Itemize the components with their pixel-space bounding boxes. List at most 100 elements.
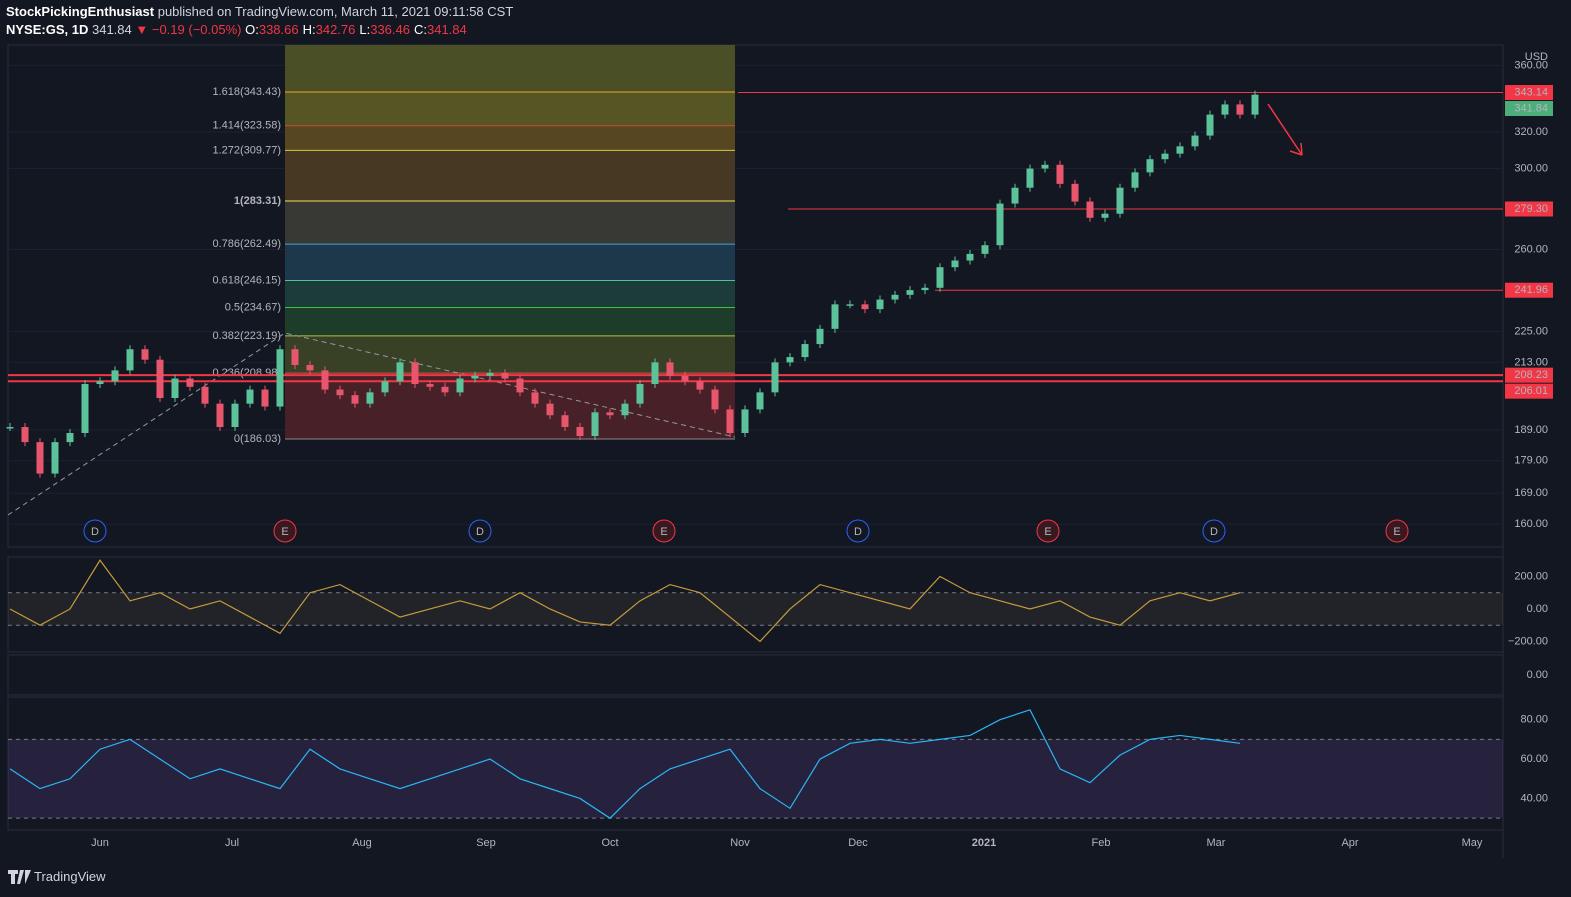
candle (816, 328, 824, 345)
event-label: D (1210, 526, 1218, 538)
candle (291, 349, 299, 366)
price-badge-label: 208.23 (1514, 369, 1548, 381)
price-badge-label: 341.84 (1514, 102, 1548, 114)
candle (771, 362, 779, 393)
event-label: E (1044, 526, 1051, 538)
event-marker[interactable] (1385, 519, 1409, 543)
event-marker[interactable] (652, 519, 676, 543)
candle (651, 362, 659, 385)
y-tick-label: 0.00 (1527, 669, 1548, 681)
candle (111, 370, 119, 382)
event-label: D (854, 526, 862, 538)
y-tick-label: 300.00 (1514, 162, 1548, 174)
pane (7, 654, 1504, 696)
osc-line (9, 709, 1241, 819)
candle (1011, 187, 1019, 204)
fib-zone (285, 150, 735, 201)
y-tick-label: 360.00 (1514, 59, 1548, 71)
candle (1146, 159, 1154, 173)
candle (606, 412, 614, 416)
fib-label: 1.618(343.43) (213, 86, 282, 98)
fib-zone (285, 92, 735, 126)
candle (1191, 135, 1199, 147)
candle (1251, 94, 1259, 115)
candle (516, 378, 524, 393)
event-marker[interactable] (468, 519, 492, 543)
ohlc: O:338.66 H:342.76 L:336.46 C:341.84 (245, 22, 471, 37)
brand[interactable]: TradingView (34, 869, 106, 884)
fib-zone (285, 373, 735, 439)
author[interactable]: StockPickingEnthusiast (6, 4, 155, 19)
event-label: E (281, 526, 288, 538)
event-label: D (476, 526, 484, 538)
candle (846, 304, 854, 306)
ohlc-key: C: (413, 22, 427, 37)
x-tick-label: Feb (1092, 837, 1111, 849)
osc-band (8, 592, 1503, 626)
y-tick-label: 169.00 (1514, 487, 1548, 499)
fib-label: 0.382(223.19) (213, 330, 282, 342)
fib-zone (285, 200, 735, 245)
price-badge (1505, 282, 1553, 298)
fib-zone (285, 244, 735, 281)
event-marker[interactable] (273, 519, 297, 543)
osc-line (9, 559, 1241, 643)
candle (1236, 104, 1244, 115)
price-badge (1505, 101, 1553, 117)
event-marker[interactable] (1202, 519, 1226, 543)
candle (726, 409, 734, 434)
candle (831, 304, 839, 329)
fib-label: 1.272(309.77) (213, 144, 282, 156)
candle (186, 378, 194, 387)
fib-label: 0.5(234.67) (225, 301, 281, 313)
candle (1221, 104, 1229, 115)
candle (1086, 201, 1094, 218)
ohlc-val: 338.66 (258, 22, 299, 37)
candle (306, 365, 314, 371)
candle (786, 357, 794, 363)
candle (201, 386, 209, 404)
candle (381, 381, 389, 393)
price-badge-label: 279.30 (1514, 203, 1548, 215)
event-marker[interactable] (1036, 519, 1060, 543)
candle (546, 403, 554, 416)
fib-zone (285, 307, 735, 336)
event-label: E (660, 526, 667, 538)
event-marker[interactable] (83, 519, 107, 543)
candle (396, 362, 404, 382)
candle (921, 287, 929, 291)
y-tick-label: 213.00 (1514, 356, 1548, 368)
event-label: D (91, 526, 99, 538)
fib-label: 0.236(208.98) (213, 367, 282, 379)
published: published on TradingView.com, March 11, … (157, 4, 514, 19)
event-marker[interactable] (846, 519, 870, 543)
candle (1131, 172, 1139, 188)
ohlc-key: H: (302, 22, 316, 37)
x-tick-label: 2021 (972, 837, 996, 849)
fib-zone (285, 125, 735, 151)
event-label: E (1393, 526, 1400, 538)
ohlc-key: O: (245, 22, 259, 37)
x-tick-label: Nov (730, 837, 750, 849)
y-tick-label: 189.00 (1514, 424, 1548, 436)
candle (6, 427, 14, 429)
symbol-line: NYSE:GS, 1D 341.84 ▼ −0.19 (−0.05%) O:33… (6, 22, 471, 37)
annotation-arrow (1267, 103, 1303, 156)
candle (156, 359, 164, 398)
candle (906, 290, 914, 295)
candle (1071, 183, 1079, 202)
y-tick-label: 320.00 (1514, 126, 1548, 138)
candle (1056, 164, 1064, 184)
candle (456, 378, 464, 393)
fib-zone (285, 280, 735, 308)
x-tick-label: Dec (848, 837, 868, 849)
candle (696, 381, 704, 390)
price-badge (1505, 383, 1553, 399)
candle (36, 442, 44, 474)
symbol: NYSE:GS, 1D (6, 22, 89, 37)
x-tick-label: May (1462, 837, 1483, 849)
y-tick-label: −200.00 (1508, 635, 1548, 647)
y-tick-label: 60.00 (1520, 753, 1548, 765)
change: ▼ −0.19 (−0.05%) (135, 22, 242, 37)
